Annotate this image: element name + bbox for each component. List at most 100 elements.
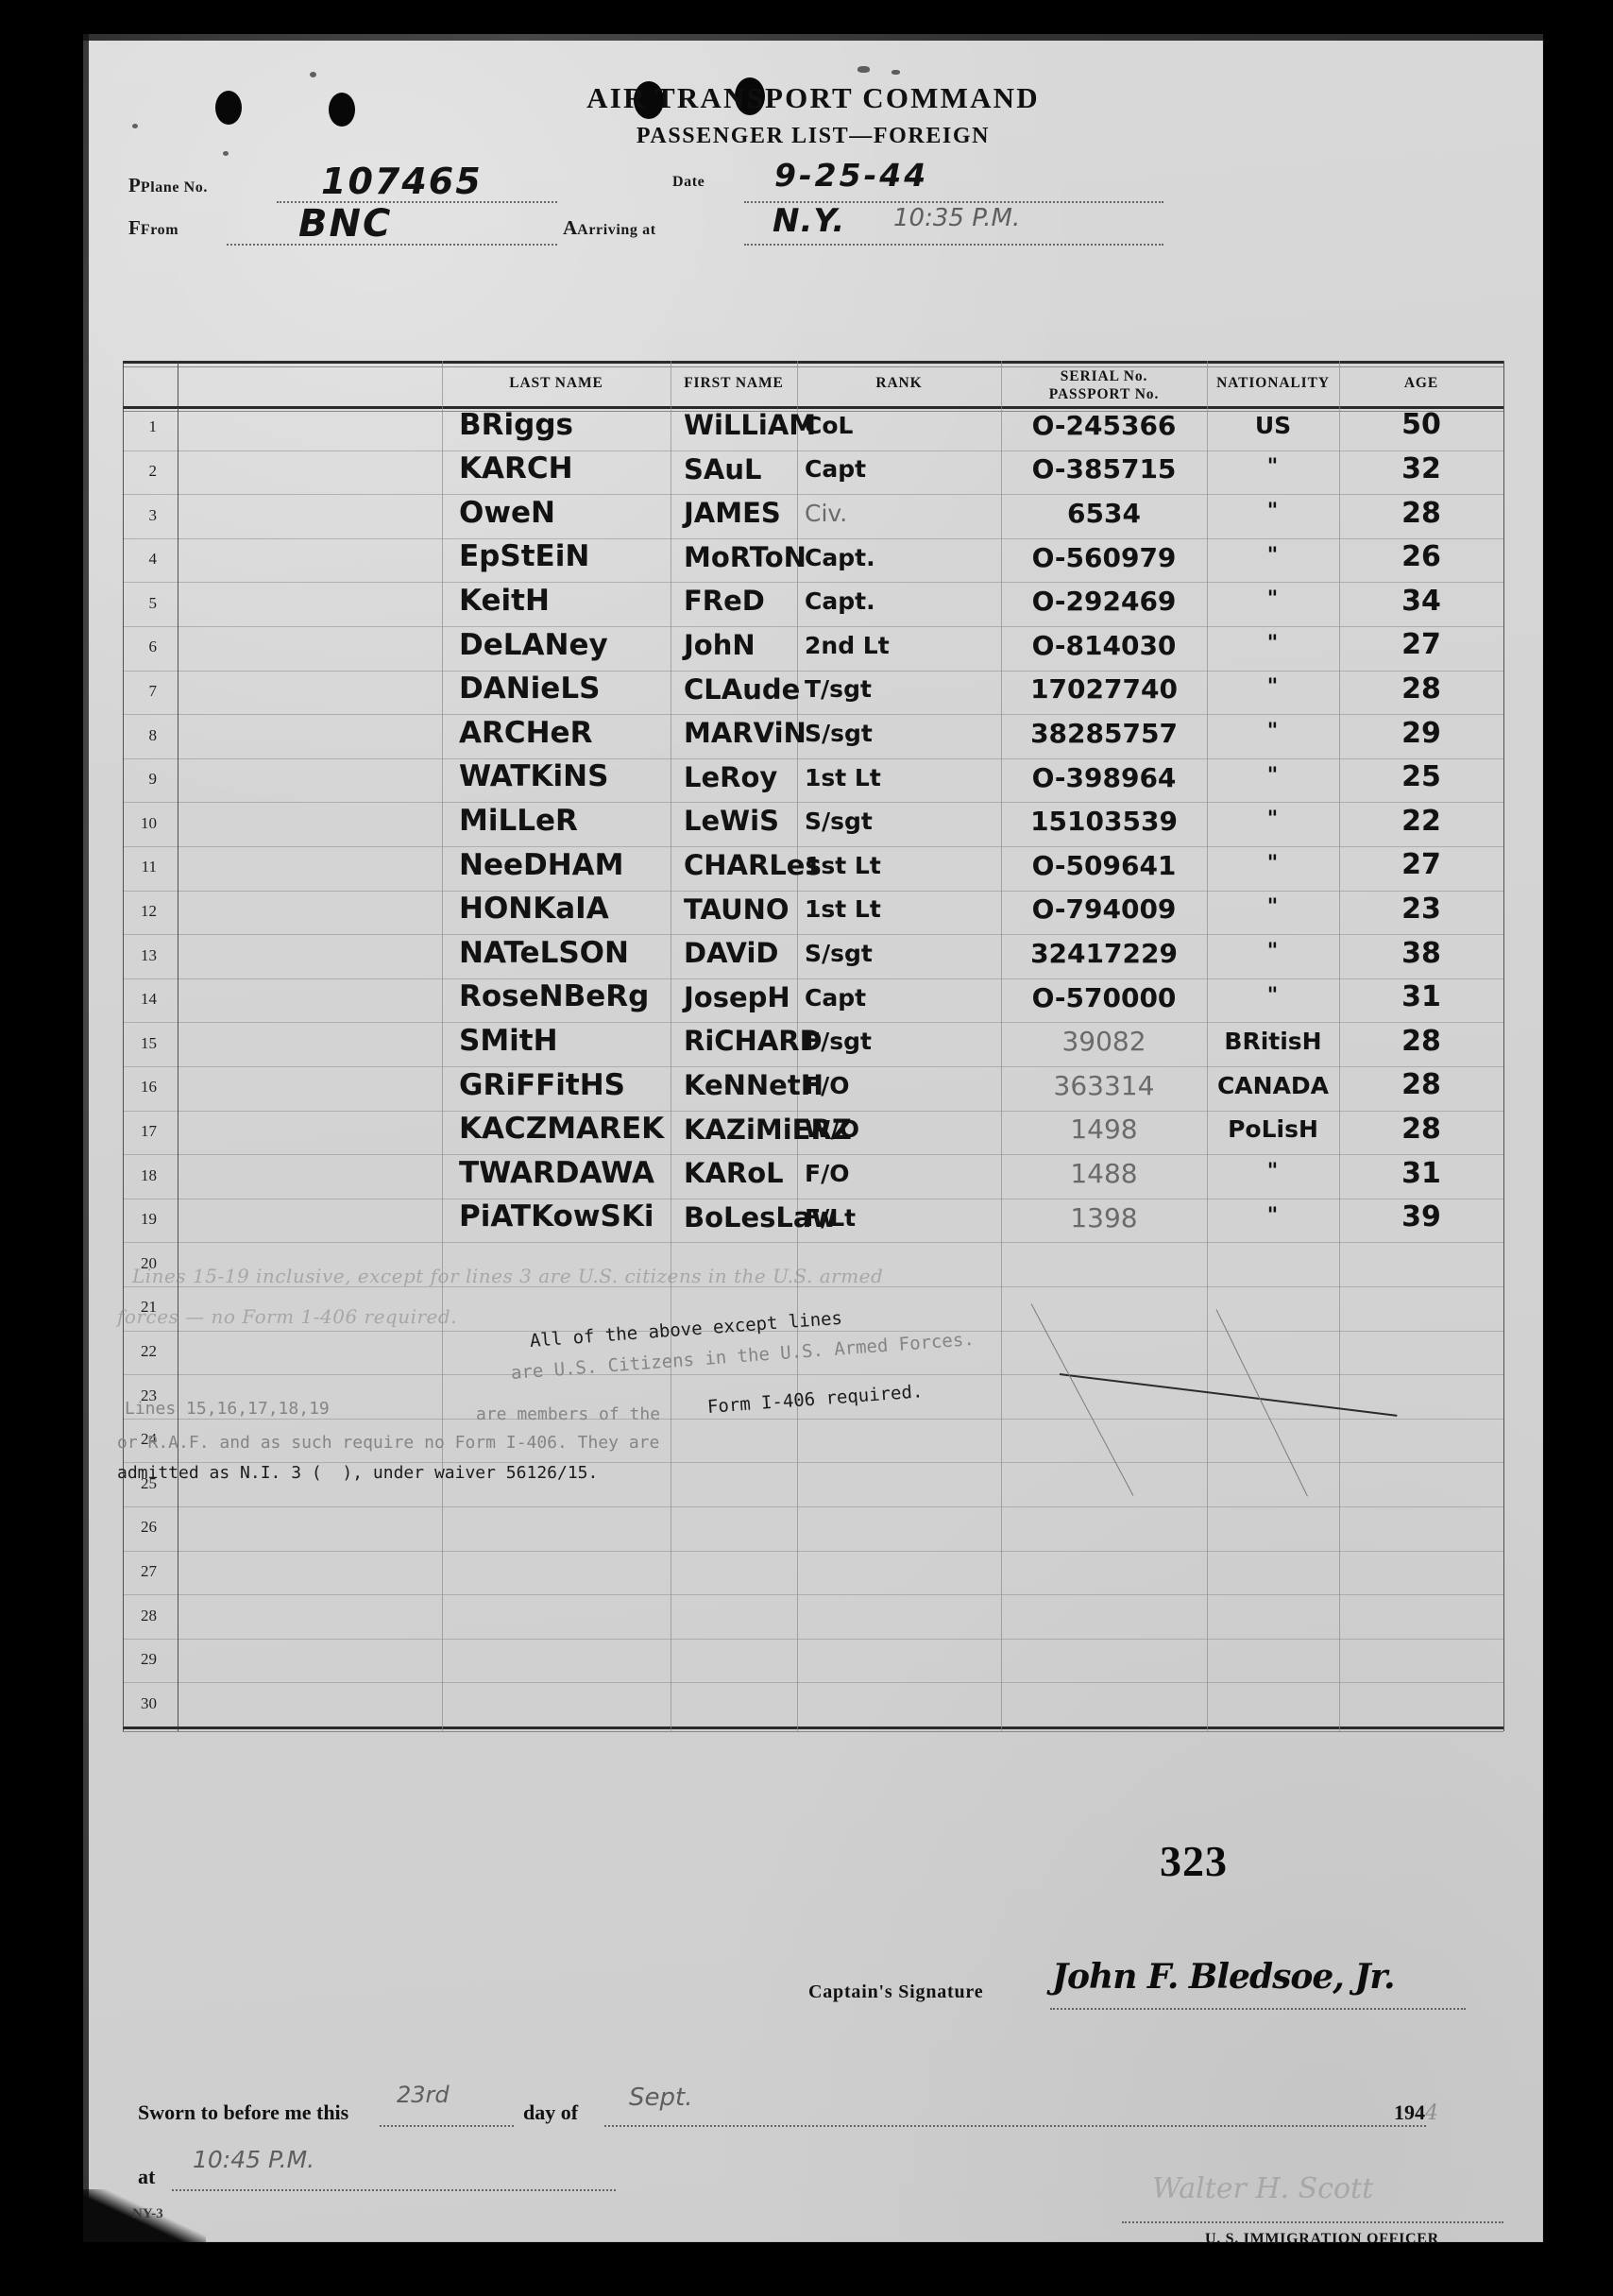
day-of-label: day of bbox=[523, 2100, 579, 2124]
passenger-table: LAST NAME FIRST NAME RANK SERIAL No. PASSPOR… bbox=[123, 361, 1504, 1942]
cell-serial-no: 32417229 bbox=[1030, 937, 1178, 969]
row-divider bbox=[123, 978, 1503, 979]
column-header-age: AGE bbox=[1403, 375, 1439, 391]
cell-rank: F/O bbox=[805, 1071, 850, 1099]
cell-rank: Capt. bbox=[805, 543, 875, 571]
cell-last-name: WATKiNS bbox=[459, 759, 609, 794]
cell-last-name: DeLANey bbox=[459, 627, 608, 662]
row-divider bbox=[123, 758, 1503, 759]
date-label: Date bbox=[672, 174, 705, 190]
cell-age: 32 bbox=[1401, 451, 1441, 485]
scan-speck bbox=[132, 124, 138, 128]
cell-first-name: LeRoy bbox=[684, 760, 778, 793]
at-label: at bbox=[138, 2165, 156, 2188]
cell-last-name: RoseNBeRg bbox=[459, 979, 650, 1014]
row-number: 9 bbox=[148, 770, 158, 789]
cell-age: 27 bbox=[1401, 848, 1441, 882]
cell-last-name: KACZMAREK bbox=[459, 1112, 665, 1147]
row-number: 28 bbox=[141, 1606, 157, 1624]
table-top-rule bbox=[123, 361, 1503, 364]
cell-serial-no: O-398964 bbox=[1031, 761, 1177, 793]
cell-rank: S/sgt bbox=[805, 940, 873, 967]
cell-serial-no: O-385715 bbox=[1031, 453, 1177, 485]
table-top-rule-secondary bbox=[123, 366, 1503, 367]
column-header-passport-no: PASSPORT No. bbox=[1048, 385, 1160, 402]
at-value: 10:45 P.M. bbox=[193, 2146, 315, 2173]
typed-block-line-4: admitted as N.I. 3 ( ), under waiver 561… bbox=[117, 1463, 599, 1483]
row-number: 16 bbox=[141, 1078, 157, 1097]
cell-rank: Capt bbox=[805, 455, 867, 484]
cell-nationality: " bbox=[1266, 1203, 1280, 1228]
row-divider bbox=[123, 1286, 1503, 1287]
row-divider bbox=[123, 846, 1503, 847]
cell-last-name: GRiFFitHS bbox=[459, 1067, 626, 1102]
row-number: 5 bbox=[148, 593, 158, 612]
row-divider bbox=[123, 934, 1503, 935]
row-divider bbox=[123, 626, 1503, 627]
cell-nationality: " bbox=[1266, 808, 1280, 832]
row-number: 25 bbox=[141, 1473, 157, 1492]
column-divider bbox=[797, 361, 798, 1731]
row-number: 26 bbox=[141, 1518, 157, 1537]
row-number: 15 bbox=[141, 1033, 157, 1052]
row-number: 29 bbox=[141, 1650, 157, 1669]
cell-age: 39 bbox=[1401, 1200, 1441, 1234]
cell-last-name: KeitH bbox=[459, 584, 550, 618]
cell-last-name: ARCHeR bbox=[459, 715, 593, 750]
cell-serial-no: 17027740 bbox=[1030, 673, 1178, 706]
cell-first-name: JosepH bbox=[684, 980, 790, 1013]
scan-speck bbox=[223, 151, 229, 156]
immigration-officer-signature: Walter H. Scott bbox=[1152, 2172, 1374, 2205]
column-header-serial-no: SERIAL No. bbox=[1060, 368, 1148, 384]
punch-hole-blob bbox=[735, 77, 765, 115]
row-divider bbox=[123, 891, 1503, 892]
form-code: NY-3 bbox=[132, 2206, 163, 2221]
row-divider bbox=[123, 1462, 1503, 1463]
row-divider bbox=[123, 1066, 1503, 1067]
row-divider bbox=[123, 1374, 1503, 1375]
cell-rank: 1st Lt bbox=[805, 895, 881, 924]
cell-last-name: HONKaIA bbox=[459, 892, 609, 927]
cell-nationality: " bbox=[1266, 983, 1280, 1008]
cell-rank: 2nd Lt bbox=[805, 631, 890, 659]
row-divider bbox=[123, 1594, 1503, 1595]
scan-torn-corner bbox=[83, 2189, 206, 2242]
row-number: 7 bbox=[148, 681, 158, 700]
cell-nationality: " bbox=[1266, 587, 1280, 612]
row-number: 23 bbox=[141, 1386, 157, 1404]
row-number: 11 bbox=[141, 858, 157, 876]
row-divider bbox=[123, 1419, 1503, 1420]
captain-signature-label: Captain's Signature bbox=[808, 1981, 984, 2002]
cell-serial-no: 38285757 bbox=[1030, 717, 1178, 749]
cell-nationality: " bbox=[1266, 500, 1280, 523]
cell-serial-no: O-560979 bbox=[1031, 541, 1177, 573]
sworn-label: Sworn to before me this bbox=[138, 2100, 349, 2124]
cell-first-name: KARoL bbox=[684, 1157, 784, 1190]
row-divider bbox=[123, 1022, 1503, 1023]
at-rule bbox=[172, 2189, 616, 2191]
cell-serial-no: 39082 bbox=[1061, 1026, 1146, 1058]
row-divider bbox=[123, 1331, 1503, 1332]
cell-rank: W/O bbox=[805, 1115, 859, 1144]
cell-rank: S/sgt bbox=[805, 808, 873, 836]
cell-last-name: EpStEiN bbox=[459, 539, 590, 574]
column-header-serial-passport-no: SERIAL No. PASSPORT No. bbox=[1001, 368, 1207, 404]
cell-rank: F/sgt bbox=[805, 1028, 872, 1056]
cell-last-name: TWARDAWA bbox=[459, 1155, 654, 1190]
punch-hole-blob bbox=[634, 81, 664, 119]
sworn-day-rule bbox=[380, 2125, 514, 2127]
cell-nationality: " bbox=[1266, 763, 1280, 788]
cell-nationality: " bbox=[1266, 455, 1280, 480]
typed-block-line-3: or R.A.F. and as such require no Form I-… bbox=[117, 1433, 660, 1453]
column-header-first-name: FIRST NAME bbox=[684, 375, 784, 391]
punch-hole-blob bbox=[329, 93, 355, 127]
row-divider bbox=[123, 1639, 1503, 1640]
column-header-rank: RANK bbox=[875, 375, 923, 391]
cell-last-name: SMitH bbox=[459, 1024, 558, 1058]
arriving-at-value: N.Y. bbox=[773, 202, 846, 240]
arriving-at-label: AArriving at bbox=[563, 216, 656, 239]
immigration-officer-label: U. S. IMMIGRATION OFFICER bbox=[1205, 2231, 1439, 2247]
punch-hole-blob bbox=[215, 91, 242, 125]
cell-last-name: OweN bbox=[459, 495, 555, 530]
immigration-officer-rule bbox=[1122, 2221, 1503, 2223]
